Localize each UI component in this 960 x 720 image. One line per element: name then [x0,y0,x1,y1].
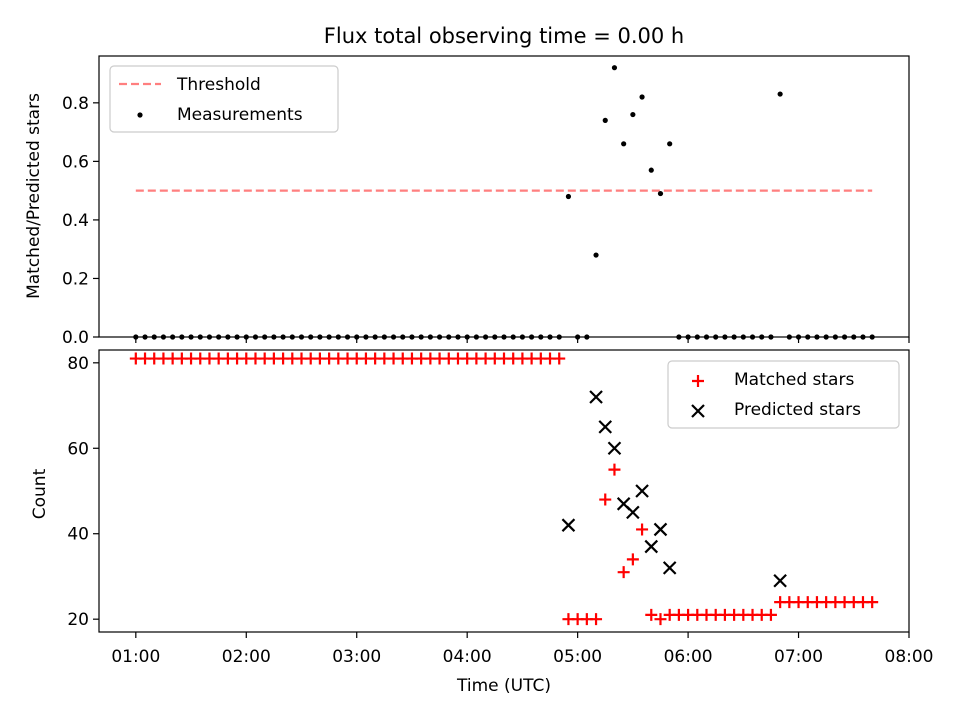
measurement-point [639,94,645,100]
measurement-point [565,193,572,200]
ratio-y-axis: 0.0 0.2 0.4 0.6 0.8 [62,94,99,348]
measurement-point [667,141,673,147]
x-tick-label: 01:00 [111,647,160,667]
predicted-star-point [662,561,677,575]
x-tick-label: 08:00 [885,647,934,667]
x-tick-label: 07:00 [774,647,823,667]
measurement-point [611,65,618,71]
matched-legend-marker [692,375,704,387]
predicted-star-point [635,484,649,498]
count-y-tick-label: 20 [67,610,89,630]
matched-star-point [608,463,621,476]
matched-star-point [654,613,667,626]
matched-star-point [626,553,639,566]
matched-star-point [764,608,777,621]
measurement-point [630,111,636,118]
measurement-point [648,167,654,173]
ratio-legend-box [109,65,339,133]
predicted-star-point [607,441,622,456]
ratio-x-axis [135,337,910,343]
ratio-y-tick-label: 0.6 [62,152,89,172]
matched-star-point [617,566,630,579]
ratio-y-tick-label: 0.8 [62,94,89,114]
ratio-y-tick-label: 0.2 [62,269,89,289]
predicted-legend-marker [691,404,705,418]
predicted-star-point [626,505,640,520]
measurement-point [777,91,783,97]
x-tick-label: 06:00 [664,647,713,667]
predicted-star-point [644,539,659,554]
ratio-plot-frame [98,55,910,338]
count-y-tick-label: 40 [67,525,89,545]
x-tick-label: 05:00 [553,647,602,667]
ratio-panel: 0.00.20.40.60.8 Matched/Predicted stars … [24,55,910,348]
predicted-legend-label: Predicted stars [734,400,861,420]
predicted-star-point [589,390,603,404]
count-plot-area [129,352,879,626]
count-legend: Matched stars Predicted stars [667,360,900,429]
count-y-tick-label: 60 [67,439,89,459]
measurements-legend-label: Measurements [177,105,303,125]
chart-title: Flux total observing time = 0.00 h [324,24,684,48]
measurement-point [602,117,608,123]
ratio-y-tick-label: 0.4 [62,211,89,231]
predicted-star-point [773,573,787,588]
matched-star-point [553,352,566,365]
count-x-axis: 01:00 02:00 03:00 04:00 05:00 06:00 07:00 08:00 [111,632,934,667]
threshold-legend-label: Threshold [176,75,261,95]
x-tick-label: 03:00 [332,647,381,667]
count-y-axis: 20 40 60 80 [67,354,99,630]
measurement-point [593,252,599,258]
count-legend-box [667,360,900,429]
predicted-star-point [561,518,576,532]
ratio-legend: Threshold Measurements [109,65,339,133]
count-plot-frame [98,349,910,633]
measurements-legend-marker [137,112,143,118]
ratio-plot-area [133,65,875,340]
x-axis-label: Time (UTC) [456,676,551,696]
matched-star-point [645,608,658,621]
matched-star-point [590,613,603,626]
predicted-star-point [653,522,668,537]
x-tick-label: 02:00 [222,647,271,667]
count-y-axis-label: Count [30,468,50,519]
matched-star-point [599,493,612,506]
measurement-point [621,141,627,147]
matched-star-point [636,523,649,536]
matched-star-point [866,596,879,609]
matched-legend-label: Matched stars [734,370,854,390]
ratio-y-tick-label: 0.0 [62,328,89,348]
count-y-tick-label: 80 [67,354,89,374]
ratio-y-axis-label: Matched/Predicted stars [24,93,44,299]
measurement-point [657,190,664,197]
x-tick-label: 04:00 [443,647,492,667]
predicted-star-point [598,420,613,434]
